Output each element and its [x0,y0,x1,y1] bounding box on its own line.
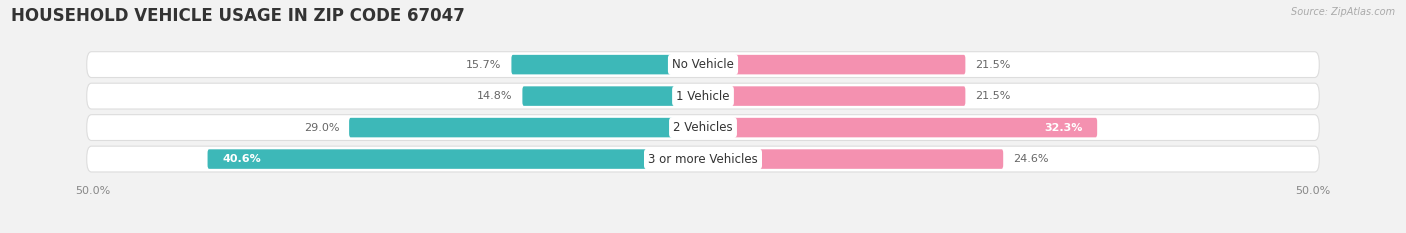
Text: 1 Vehicle: 1 Vehicle [676,90,730,103]
FancyBboxPatch shape [703,149,1004,169]
Text: No Vehicle: No Vehicle [672,58,734,71]
FancyBboxPatch shape [208,149,703,169]
FancyBboxPatch shape [523,86,703,106]
FancyBboxPatch shape [703,86,966,106]
Text: 3 or more Vehicles: 3 or more Vehicles [648,153,758,166]
FancyBboxPatch shape [87,83,1319,109]
FancyBboxPatch shape [349,118,703,137]
Text: 40.6%: 40.6% [222,154,262,164]
Text: 32.3%: 32.3% [1045,123,1083,133]
Text: 24.6%: 24.6% [1012,154,1049,164]
Text: 21.5%: 21.5% [976,91,1011,101]
FancyBboxPatch shape [703,118,1097,137]
Text: 21.5%: 21.5% [976,60,1011,70]
Text: Source: ZipAtlas.com: Source: ZipAtlas.com [1291,7,1395,17]
Text: HOUSEHOLD VEHICLE USAGE IN ZIP CODE 67047: HOUSEHOLD VEHICLE USAGE IN ZIP CODE 6704… [11,7,465,25]
Text: 15.7%: 15.7% [467,60,502,70]
Text: 29.0%: 29.0% [304,123,339,133]
Text: 14.8%: 14.8% [477,91,513,101]
Text: 2 Vehicles: 2 Vehicles [673,121,733,134]
FancyBboxPatch shape [512,55,703,74]
FancyBboxPatch shape [703,55,966,74]
FancyBboxPatch shape [87,115,1319,140]
FancyBboxPatch shape [87,146,1319,172]
FancyBboxPatch shape [87,52,1319,78]
